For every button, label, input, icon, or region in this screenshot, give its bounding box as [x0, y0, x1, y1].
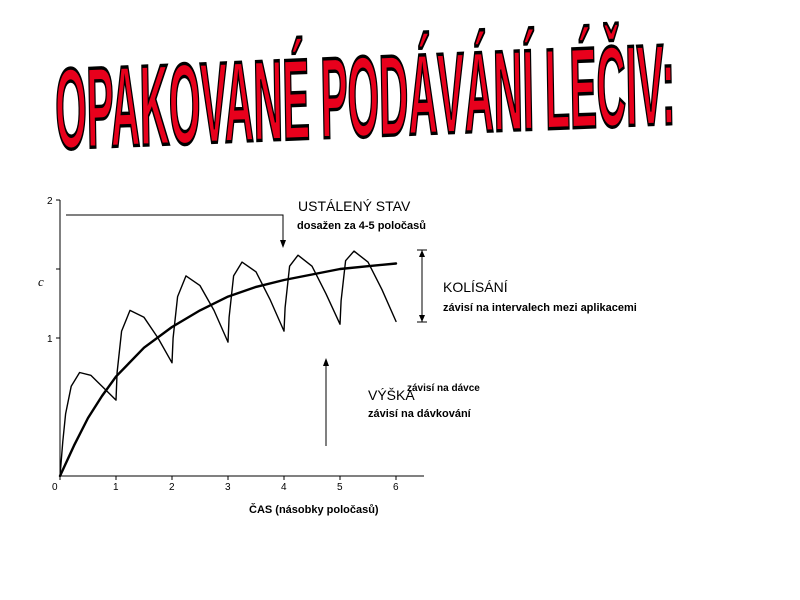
- steady-state-annotation: USTÁLENÝ STAV dosažen za 4-5 poločasů: [66, 198, 426, 248]
- x-tick-label: 6: [393, 482, 399, 493]
- steady-state-note: dosažen za 4-5 poločasů: [297, 220, 426, 232]
- ticks-layer: 0 1 2 3 4 5 6 1 2: [47, 196, 399, 493]
- axes-layer: [59, 200, 424, 477]
- x-tick-label: 2: [169, 482, 175, 493]
- y-tick-label: 2: [47, 196, 53, 207]
- steady-state-label: USTÁLENÝ STAV: [298, 198, 411, 214]
- y-tick-label: 1: [47, 334, 53, 345]
- fluctuation-arrow-up: [419, 250, 425, 257]
- fluctuation-annotation: KOLÍSÁNÍ závisí na intervalech mezi apli…: [417, 249, 637, 323]
- fluctuation-note: závisí na intervalech mezi aplikacemi: [443, 302, 637, 314]
- y-axis-label: c: [38, 274, 44, 289]
- series-layer: [58, 250, 398, 478]
- steady-state-arrowhead: [280, 240, 286, 248]
- height-annotation: VÝŠKA závisí na dávce závisí na dávkován…: [323, 358, 480, 446]
- fluctuation-label: KOLÍSÁNÍ: [443, 279, 508, 295]
- height-note-dosing: závisí na dávkování: [368, 408, 472, 420]
- x-tick-label: 3: [225, 482, 231, 493]
- height-label: VÝŠKA: [368, 387, 415, 403]
- x-tick-label: 4: [281, 482, 287, 493]
- x-tick-label: 1: [113, 482, 119, 493]
- x-tick-label: 5: [337, 482, 343, 493]
- height-arrowhead: [323, 358, 329, 366]
- x-axis-label: ČAS (násobky poločasů): [249, 503, 379, 516]
- fluctuation-arrow-down: [419, 315, 425, 322]
- steady-state-bracket: [66, 214, 284, 244]
- height-note-dose: závisí na dávce: [407, 383, 480, 394]
- slide-title: OPAKOVANÉ PODÁVÁNÍ LÉČIV:: [54, 20, 676, 160]
- x-tick-label: 0: [52, 482, 58, 493]
- series-mean-concentration-line: [58, 262, 398, 478]
- slide-title-graphic: OPAKOVANÉ PODÁVÁNÍ LÉČIV:: [53, 19, 678, 160]
- series-repeated-dosing-line: [59, 250, 397, 477]
